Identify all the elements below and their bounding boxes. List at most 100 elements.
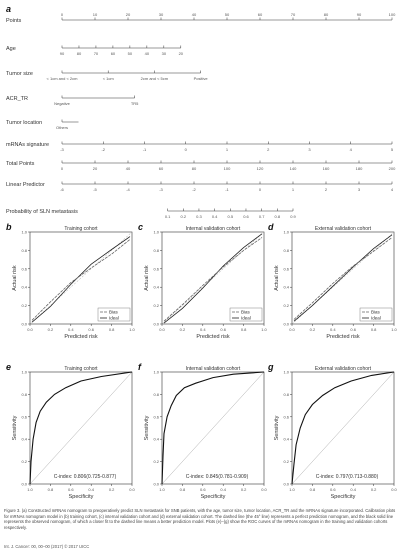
y-tick-label: 0.0 bbox=[153, 482, 159, 487]
nomogram-tick-label: Negative bbox=[54, 101, 71, 106]
calibration-frame bbox=[161, 231, 265, 325]
nomogram-tick-label: 60 bbox=[159, 166, 164, 171]
x-tick-label: 0.4 bbox=[330, 327, 336, 332]
x-tick-label: 0.2 bbox=[109, 487, 115, 492]
nomogram-row-label: Points bbox=[6, 18, 22, 24]
nomogram-tick-label: < 1cm and < 2cm bbox=[47, 76, 79, 81]
nomogram-tick-label: 0.7 bbox=[259, 214, 265, 219]
nomogram-tick-label: 200 bbox=[389, 166, 396, 171]
y-tick-label: 0.6 bbox=[283, 414, 289, 419]
roc-title: Training cohort bbox=[64, 366, 98, 372]
reference-line bbox=[161, 231, 265, 325]
nomogram-tick-label: 30 bbox=[162, 51, 167, 56]
x-axis-label: Specificity bbox=[69, 494, 94, 500]
calibration-title: Training cohort bbox=[64, 226, 98, 232]
c-index-label: C-index: 0.845(0.781-0.909) bbox=[186, 474, 249, 480]
y-tick-label: 0.4 bbox=[21, 437, 27, 442]
nomogram-tick-label: 0 bbox=[185, 147, 188, 152]
y-tick-label: 0.0 bbox=[283, 482, 289, 487]
y-tick-label: 1.0 bbox=[153, 230, 159, 235]
nomogram-tick-label: 50 bbox=[128, 51, 133, 56]
y-tick-label: 1.0 bbox=[153, 370, 159, 375]
nomogram-tick-label: Others bbox=[56, 125, 68, 130]
x-tick-label: 0.8 bbox=[310, 487, 316, 492]
y-tick-label: 0.6 bbox=[283, 266, 289, 271]
nomogram-tick-label: 2cm and < 5cm bbox=[141, 76, 169, 81]
panel-letter-g: g bbox=[267, 362, 274, 372]
legend-label-bias: Bias bbox=[371, 310, 381, 315]
x-tick-label: 0.6 bbox=[220, 327, 226, 332]
x-tick-label: 0.6 bbox=[350, 327, 356, 332]
y-tick-label: 0.4 bbox=[283, 437, 289, 442]
nomogram-tick-label: 0 bbox=[61, 12, 64, 17]
x-tick-label: 0.2 bbox=[48, 327, 54, 332]
nomogram-tick-label: 0 bbox=[61, 166, 64, 171]
nomogram-tick-label: 40 bbox=[126, 166, 131, 171]
y-tick-label: 0.0 bbox=[21, 322, 27, 327]
roc-panel-g: g External validation cohort 1.0 0.8 0.6 0.4 0… bbox=[267, 362, 398, 500]
legend-label-bias: Bias bbox=[241, 310, 251, 315]
y-tick-label: 0.4 bbox=[283, 285, 289, 290]
y-tick-label: 1.0 bbox=[21, 230, 27, 235]
x-tick-label: 0.2 bbox=[310, 327, 316, 332]
nomogram-tick-label: 90 bbox=[60, 51, 65, 56]
legend-label-ideal: Ideal bbox=[109, 316, 119, 321]
y-tick-label: 0.0 bbox=[21, 482, 27, 487]
x-tick-label: 1.0 bbox=[159, 487, 165, 492]
y-axis-label: Sensitivity bbox=[12, 415, 18, 440]
y-tick-label: 1.0 bbox=[21, 370, 27, 375]
nomogram-row-label: ACR_TR bbox=[6, 96, 28, 102]
ideal-curve bbox=[31, 236, 131, 323]
nomogram-tick-label: 90 bbox=[357, 12, 362, 17]
nomogram-tick-label: 0.5 bbox=[228, 214, 234, 219]
y-tick-label: 0.2 bbox=[283, 459, 289, 464]
x-tick-label: 0.6 bbox=[88, 327, 94, 332]
y-axis-label: Sensitivity bbox=[144, 415, 150, 440]
x-tick-label: 0.2 bbox=[241, 487, 247, 492]
nomogram-tick-label: 40 bbox=[145, 51, 150, 56]
nomogram-tick-label: 3 bbox=[358, 187, 361, 192]
nomogram-tick-label: 4 bbox=[350, 147, 353, 152]
y-tick-label: 0.2 bbox=[21, 303, 27, 308]
nomogram-tick-label: 100 bbox=[389, 12, 396, 17]
y-tick-label: 0.0 bbox=[153, 322, 159, 327]
x-axis-label: Predicted risk bbox=[196, 334, 230, 340]
nomogram-tick-label: -3 bbox=[60, 147, 64, 152]
x-tick-label: 0.2 bbox=[180, 327, 186, 332]
panel-letter-a: a bbox=[6, 4, 11, 14]
roc-title: External validation cohort bbox=[315, 366, 372, 372]
nomogram-tick-label: 30 bbox=[159, 12, 164, 17]
y-tick-label: 0.6 bbox=[153, 266, 159, 271]
nomogram-tick-label: 0.1 bbox=[165, 214, 171, 219]
panel-letter-f: f bbox=[138, 362, 142, 372]
roc-title: Internal validation cohort bbox=[186, 366, 241, 372]
calibration-panel-d: d External validation cohort 0.00.0 0.2 0.2 0… bbox=[268, 222, 398, 340]
nomogram-row-label: Probability of SLN metastasis bbox=[6, 209, 78, 215]
nomogram-tick-label: 20 bbox=[179, 51, 184, 56]
x-tick-label: 0.0 bbox=[27, 327, 33, 332]
legend-label-ideal: Ideal bbox=[241, 316, 251, 321]
calibration-title: Internal validation cohort bbox=[186, 226, 241, 232]
nomogram-tick-label: 10 bbox=[93, 12, 98, 17]
nomogram-tick-label: 160 bbox=[323, 166, 330, 171]
x-tick-label: 1.0 bbox=[261, 327, 267, 332]
x-tick-label: 0.8 bbox=[241, 327, 247, 332]
y-axis-label: Sensitivity bbox=[274, 415, 280, 440]
x-tick-label: 1.0 bbox=[129, 327, 135, 332]
nomogram-tick-label: -3 bbox=[159, 187, 163, 192]
nomogram-row-label: Linear Predictor bbox=[6, 182, 45, 188]
figure-caption: Figure 3. (a) Constructed mRNAs nomogram… bbox=[4, 508, 396, 530]
y-tick-label: 0.2 bbox=[153, 303, 159, 308]
x-axis-label: Predicted risk bbox=[64, 334, 98, 340]
nomogram-tick-label: 20 bbox=[126, 12, 131, 17]
chance-line bbox=[161, 371, 265, 485]
nomogram-tick-label: 70 bbox=[94, 51, 99, 56]
y-axis-label: Actual risk bbox=[274, 265, 280, 291]
chance-line bbox=[291, 371, 395, 485]
x-tick-label: 0.6 bbox=[68, 487, 74, 492]
nomogram-tick-label: 60 bbox=[111, 51, 116, 56]
y-tick-label: 0.2 bbox=[153, 459, 159, 464]
nomogram-tick-label: -2 bbox=[192, 187, 196, 192]
